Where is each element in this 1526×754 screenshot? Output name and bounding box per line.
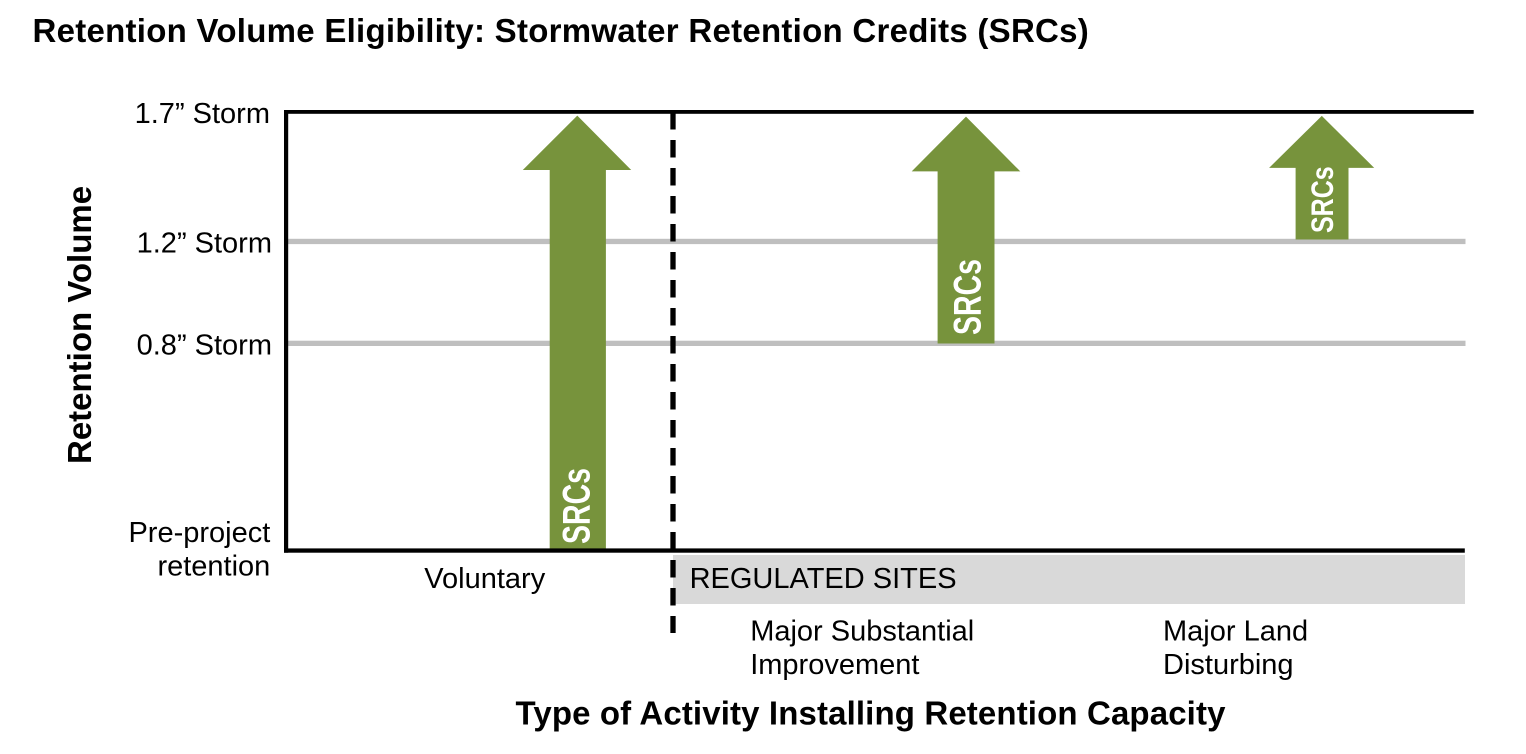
svg-text:Improvement: Improvement <box>750 649 919 681</box>
svg-text:retention: retention <box>157 550 270 582</box>
svg-text:SRCs: SRCs <box>946 259 990 335</box>
svg-text:Major Substantial: Major Substantial <box>750 615 974 647</box>
svg-text:Pre-project: Pre-project <box>128 517 270 549</box>
svg-text:Major Land: Major Land <box>1163 615 1308 647</box>
svg-text:Retention Volume: Retention Volume <box>61 186 98 464</box>
svg-text:1.7” Storm: 1.7” Storm <box>135 98 270 130</box>
svg-text:Disturbing: Disturbing <box>1163 649 1294 681</box>
svg-text:Voluntary: Voluntary <box>424 563 545 595</box>
svg-text:0.8” Storm: 0.8” Storm <box>137 330 272 362</box>
svg-text:REGULATED SITES: REGULATED SITES <box>690 563 957 595</box>
svg-text:Type of Activity Installing Re: Type of Activity Installing Retention Ca… <box>516 695 1227 732</box>
svg-text:SRCs: SRCs <box>1304 166 1339 233</box>
svg-text:1.2” Storm: 1.2” Storm <box>137 228 272 260</box>
svg-text:SRCs: SRCs <box>555 468 599 544</box>
svg-text:Retention Volume Eligibility:: Retention Volume Eligibility: Stormwater… <box>33 12 1090 49</box>
